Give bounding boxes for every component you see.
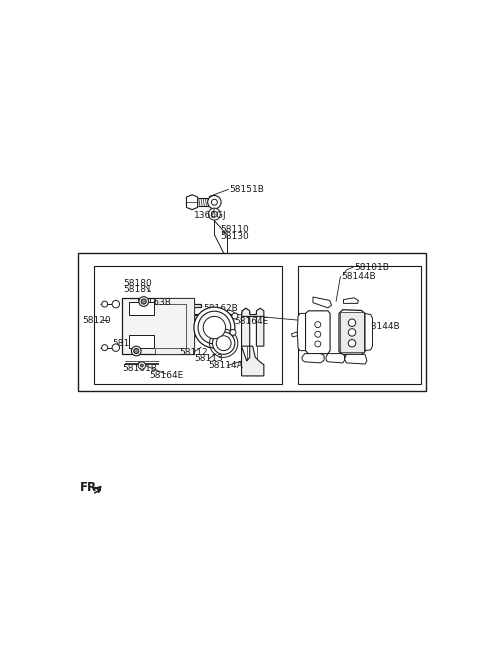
Polygon shape: [256, 311, 264, 346]
Text: 58163B: 58163B: [136, 298, 171, 307]
Text: 58163B: 58163B: [112, 339, 147, 348]
Circle shape: [132, 346, 141, 356]
Text: 58130: 58130: [220, 232, 249, 241]
Text: 58181: 58181: [123, 285, 152, 294]
Polygon shape: [155, 298, 194, 354]
Polygon shape: [345, 354, 367, 364]
Circle shape: [133, 348, 139, 354]
Bar: [94, 266, 282, 384]
Polygon shape: [305, 311, 330, 354]
Polygon shape: [291, 332, 297, 337]
Text: 58120: 58120: [83, 316, 111, 325]
Circle shape: [141, 299, 146, 304]
Polygon shape: [241, 308, 250, 346]
Bar: [129, 335, 155, 348]
Polygon shape: [339, 310, 365, 354]
Circle shape: [112, 344, 120, 352]
Polygon shape: [326, 354, 345, 363]
Text: 58180: 58180: [123, 279, 152, 288]
Circle shape: [348, 329, 356, 336]
Circle shape: [102, 301, 108, 307]
Circle shape: [194, 307, 235, 348]
Circle shape: [232, 313, 238, 319]
Circle shape: [112, 300, 120, 308]
Circle shape: [102, 344, 108, 350]
Circle shape: [198, 311, 231, 344]
Polygon shape: [186, 195, 198, 210]
Polygon shape: [241, 308, 264, 316]
Polygon shape: [241, 346, 264, 376]
Circle shape: [138, 362, 145, 369]
Text: 58162B: 58162B: [203, 304, 238, 314]
Text: 58114A: 58114A: [208, 361, 243, 370]
Circle shape: [203, 316, 226, 338]
Circle shape: [211, 199, 217, 205]
Polygon shape: [122, 298, 201, 354]
Polygon shape: [297, 314, 305, 350]
Circle shape: [315, 331, 321, 337]
Circle shape: [348, 339, 356, 347]
Circle shape: [140, 364, 144, 367]
Text: 58144B: 58144B: [341, 272, 375, 281]
Circle shape: [315, 321, 321, 327]
Text: 58113: 58113: [194, 354, 223, 363]
Polygon shape: [302, 354, 324, 363]
Text: 1360GJ: 1360GJ: [194, 211, 227, 220]
Circle shape: [211, 211, 217, 217]
Polygon shape: [313, 297, 332, 308]
Circle shape: [216, 336, 231, 350]
Circle shape: [213, 332, 235, 354]
Polygon shape: [344, 298, 359, 303]
Circle shape: [139, 297, 148, 306]
Text: 58144B: 58144B: [365, 322, 400, 331]
Text: 58112: 58112: [179, 348, 208, 357]
Bar: [340, 312, 363, 352]
Text: FR.: FR.: [80, 481, 102, 494]
Circle shape: [208, 195, 221, 209]
Polygon shape: [365, 314, 372, 350]
Bar: [78, 253, 426, 391]
Text: 58101B: 58101B: [354, 263, 389, 272]
Circle shape: [230, 329, 236, 335]
Circle shape: [348, 319, 356, 327]
Circle shape: [315, 341, 321, 347]
Bar: [298, 266, 421, 384]
Text: 58164E: 58164E: [149, 371, 183, 380]
Text: 58110: 58110: [220, 225, 249, 234]
Text: 58151B: 58151B: [229, 185, 264, 194]
Bar: [129, 302, 155, 314]
Circle shape: [208, 208, 220, 220]
Text: 58161B: 58161B: [122, 364, 157, 373]
Text: 58164E: 58164E: [234, 317, 268, 326]
